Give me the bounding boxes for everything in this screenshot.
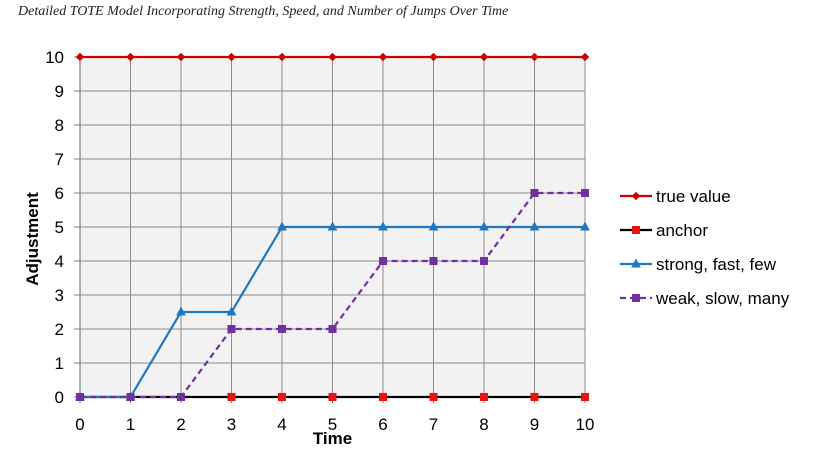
data-point-weak-slow-many xyxy=(278,325,286,333)
y-tick-label: 7 xyxy=(55,150,64,169)
data-point-strong-fast-few xyxy=(176,306,186,316)
data-point-anchor xyxy=(328,393,337,401)
legend-label: anchor xyxy=(656,221,708,240)
legend-marker xyxy=(631,191,641,201)
data-point-true-value xyxy=(328,52,337,62)
series-strong-fast-few xyxy=(75,221,590,401)
y-tick-label: 9 xyxy=(55,82,64,101)
y-tick-label: 0 xyxy=(55,388,64,407)
data-point-anchor xyxy=(581,393,589,401)
data-point-true-value xyxy=(176,52,186,62)
data-point-true-value xyxy=(530,52,539,62)
data-point-strong-fast-few xyxy=(277,221,287,231)
data-point-true-value xyxy=(126,52,135,62)
data-point-true-value xyxy=(479,52,489,62)
data-point-true-value xyxy=(227,52,236,62)
legend-item-true-value: true value xyxy=(620,187,731,206)
legend-label: weak, slow, many xyxy=(655,289,790,308)
x-tick-label: 5 xyxy=(328,415,337,434)
series-layer xyxy=(75,52,590,401)
chart-title: Detailed TOTE Model Incorporating Streng… xyxy=(18,4,509,19)
data-point-anchor xyxy=(227,393,236,401)
data-point-strong-fast-few xyxy=(580,221,590,231)
data-point-strong-fast-few xyxy=(378,221,388,231)
data-point-anchor xyxy=(379,393,387,401)
data-point-anchor xyxy=(429,393,438,401)
legend-item-strong-fast-few: strong, fast, few xyxy=(620,255,777,274)
series-weak-slow-many xyxy=(76,189,589,401)
x-tick-label: 6 xyxy=(378,415,387,434)
data-point-weak-slow-many xyxy=(530,189,539,197)
tick-labels: 0 1 2 3 4 5 6 7 8 9 10 0 1 2 3 4 5 6 7 8 9 10 xyxy=(45,48,594,434)
legend-item-anchor: anchor xyxy=(620,221,708,240)
x-tick-label: 3 xyxy=(227,415,236,434)
x-tick-label: 9 xyxy=(530,415,539,434)
y-tick-label: 6 xyxy=(55,184,64,203)
data-point-strong-fast-few xyxy=(327,221,338,231)
legend-marker xyxy=(632,226,640,234)
legend-marker xyxy=(632,294,640,302)
x-tick-label: 2 xyxy=(176,415,185,434)
legend-item-weak-slow-many: weak, slow, many xyxy=(620,289,790,308)
x-tick-label: 4 xyxy=(277,415,286,434)
y-tick-label: 5 xyxy=(55,218,64,237)
x-tick-label: 1 xyxy=(126,415,135,434)
y-tick-label: 3 xyxy=(55,286,64,305)
data-point-weak-slow-many xyxy=(126,393,135,401)
x-tick-label: 10 xyxy=(576,415,595,434)
data-point-true-value xyxy=(75,52,85,62)
y-tick-label: 1 xyxy=(55,354,64,373)
series-true-value xyxy=(75,52,590,62)
data-point-weak-slow-many xyxy=(581,189,589,197)
data-point-strong-fast-few xyxy=(226,306,237,316)
data-point-true-value xyxy=(277,52,287,62)
data-point-weak-slow-many xyxy=(429,257,438,265)
x-tick-label: 0 xyxy=(75,415,84,434)
data-point-strong-fast-few xyxy=(479,221,489,231)
data-point-weak-slow-many xyxy=(177,393,185,401)
y-tick-label: 2 xyxy=(55,320,64,339)
y-axis-title: Adjustment xyxy=(23,192,42,286)
series-line-weak-slow-many xyxy=(80,191,585,399)
data-point-weak-slow-many xyxy=(227,325,236,333)
data-point-weak-slow-many xyxy=(328,325,337,333)
x-tick-label: 8 xyxy=(479,415,488,434)
data-point-weak-slow-many xyxy=(76,393,84,401)
legend-label: strong, fast, few xyxy=(656,255,777,274)
legend-marker xyxy=(631,258,641,268)
legend-label: true value xyxy=(656,187,731,206)
data-point-true-value xyxy=(429,52,438,62)
data-point-anchor xyxy=(278,393,286,401)
data-point-weak-slow-many xyxy=(379,257,387,265)
data-point-strong-fast-few xyxy=(529,221,540,231)
y-tick-label: 8 xyxy=(55,116,64,135)
data-point-anchor xyxy=(480,393,488,401)
y-tick-label: 4 xyxy=(55,252,64,271)
data-point-true-value xyxy=(378,52,388,62)
legend: true value anchor strong, fast, few weak, s… xyxy=(620,187,790,308)
x-axis-title: Time xyxy=(313,429,352,448)
data-point-anchor xyxy=(530,393,539,401)
x-tick-label: 7 xyxy=(429,415,438,434)
data-point-weak-slow-many xyxy=(480,257,488,265)
y-tick-label: 10 xyxy=(45,48,64,67)
data-point-strong-fast-few xyxy=(428,221,439,231)
data-point-true-value xyxy=(580,52,590,62)
